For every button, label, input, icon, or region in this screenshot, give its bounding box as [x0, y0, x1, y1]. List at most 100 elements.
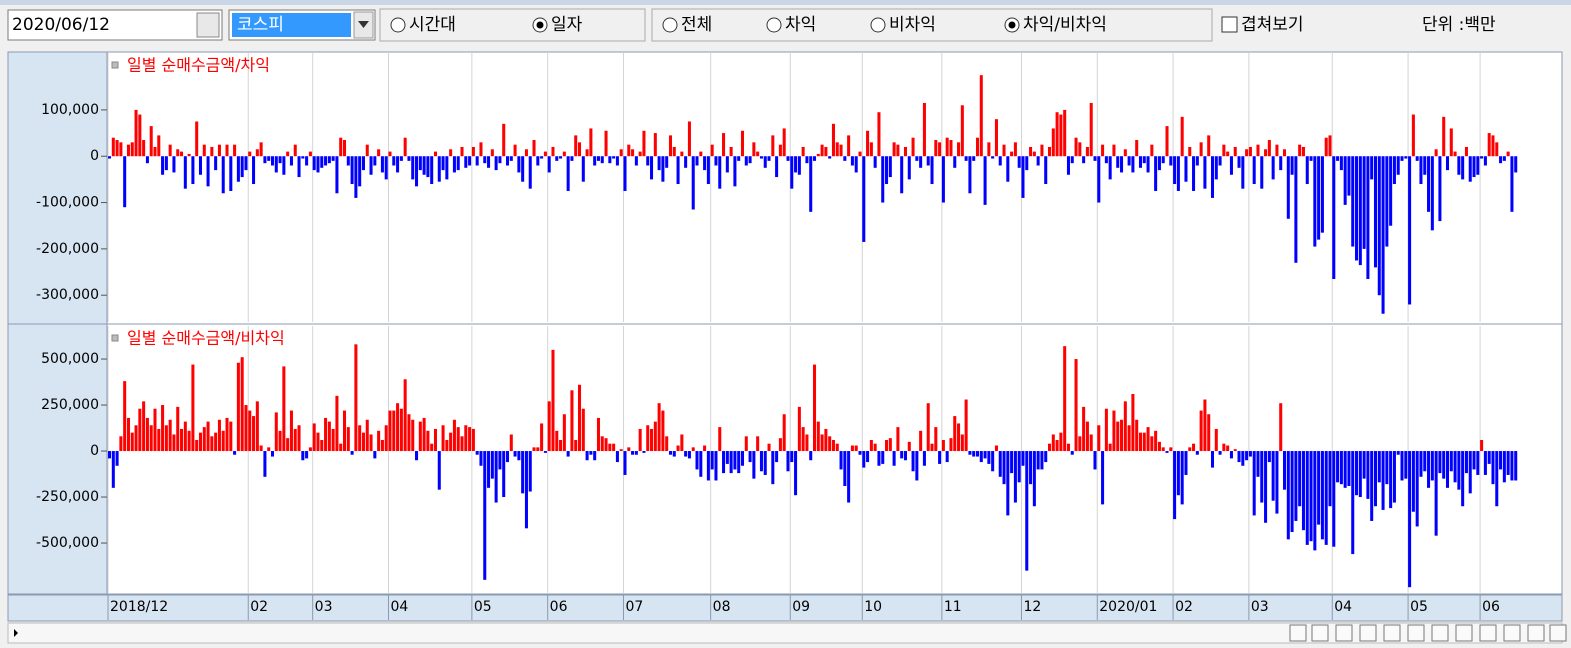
bar: [858, 151, 862, 157]
bar: [866, 451, 870, 463]
bar: [108, 156, 112, 159]
bar: [835, 443, 839, 452]
bar: [426, 430, 430, 452]
bar: [691, 156, 695, 210]
bar: [1195, 156, 1199, 166]
y-tick-label: -500,000: [36, 535, 99, 551]
toolbar-icon[interactable]: [1527, 624, 1545, 642]
bar: [562, 151, 566, 157]
bar: [149, 425, 153, 452]
bar: [998, 451, 1002, 477]
bar: [809, 451, 813, 461]
bar: [267, 447, 271, 452]
bar: [130, 432, 134, 452]
toolbar-icon[interactable]: [1289, 624, 1307, 642]
bar: [1036, 156, 1040, 166]
radio-button[interactable]: [766, 17, 782, 33]
bar: [638, 151, 642, 157]
bar: [1286, 451, 1290, 540]
bar: [752, 142, 756, 157]
bar: [680, 434, 684, 452]
bar: [847, 135, 851, 157]
bar: [259, 445, 263, 452]
radio-button[interactable]: [870, 17, 886, 33]
bar: [361, 432, 365, 452]
bar: [513, 144, 517, 157]
bar: [524, 149, 528, 157]
toolbar-icon[interactable]: [1431, 624, 1449, 642]
x-tick-label: 02: [1175, 599, 1193, 615]
bar: [407, 156, 411, 161]
bar: [975, 451, 980, 457]
toolbar-icon[interactable]: [1407, 624, 1425, 642]
bar: [316, 432, 320, 452]
x-tick-label: 02: [250, 599, 268, 615]
bar: [1396, 451, 1400, 455]
bar: [286, 151, 290, 157]
bar: [388, 410, 392, 452]
bar: [229, 421, 233, 452]
bar: [1252, 156, 1256, 185]
bar: [1256, 451, 1260, 477]
x-tick-label: 09: [792, 599, 810, 615]
checkbox[interactable]: [1221, 16, 1238, 33]
x-tick-label: 05: [474, 599, 492, 615]
bar: [1180, 451, 1184, 505]
bar: [1260, 451, 1264, 503]
bar: [1472, 451, 1476, 470]
bar: [399, 156, 403, 161]
bar: [418, 421, 422, 452]
bar: [725, 156, 729, 173]
bar: [778, 144, 782, 157]
toolbar-icon[interactable]: [1503, 624, 1521, 642]
bar: [1506, 451, 1510, 475]
toolbar-icon[interactable]: [1359, 624, 1377, 642]
bar: [1097, 425, 1101, 452]
bar: [657, 156, 661, 171]
bar: [1082, 406, 1086, 452]
scrollbar[interactable]: [7, 622, 1563, 644]
toolbar-icon[interactable]: [1455, 624, 1473, 642]
bar: [820, 144, 824, 157]
radio-button[interactable]: [662, 17, 678, 33]
bar: [172, 434, 176, 452]
bar: [782, 128, 786, 157]
bar: [255, 149, 259, 157]
bar: [1252, 451, 1256, 516]
bar: [941, 156, 945, 203]
toolbar-icon[interactable]: [1383, 624, 1401, 642]
bar: [1025, 451, 1029, 571]
bar: [782, 414, 786, 452]
bar: [1070, 156, 1074, 164]
bar: [661, 410, 665, 452]
bar: [1127, 156, 1131, 166]
bar: [244, 405, 248, 452]
toolbar-icon[interactable]: [1479, 624, 1497, 642]
bar: [176, 406, 180, 452]
bar: [1347, 451, 1351, 486]
bar: [1502, 451, 1506, 483]
toolbar-icon[interactable]: [1311, 624, 1329, 642]
toolbar-icon[interactable]: [1335, 624, 1353, 642]
bar: [536, 447, 540, 452]
radio-button[interactable]: [390, 17, 406, 33]
bar: [646, 156, 650, 166]
bar: [1336, 451, 1340, 483]
scroll-left[interactable]: [14, 629, 18, 637]
toolbar-icon[interactable]: [1549, 624, 1567, 642]
bar: [350, 451, 354, 455]
bar: [737, 156, 741, 161]
bar: [934, 140, 938, 157]
bar: [1176, 451, 1180, 496]
bar: [1381, 451, 1385, 510]
bar: [1476, 156, 1480, 175]
date-input[interactable]: [7, 9, 223, 41]
bar: [123, 156, 127, 208]
bar: [1514, 156, 1518, 173]
x-tick-label: 2020/01: [1099, 599, 1157, 615]
calendar-button[interactable]: [196, 12, 220, 38]
bar: [293, 428, 297, 452]
bar: [433, 151, 437, 157]
bar: [1358, 156, 1362, 266]
bar: [589, 451, 593, 455]
